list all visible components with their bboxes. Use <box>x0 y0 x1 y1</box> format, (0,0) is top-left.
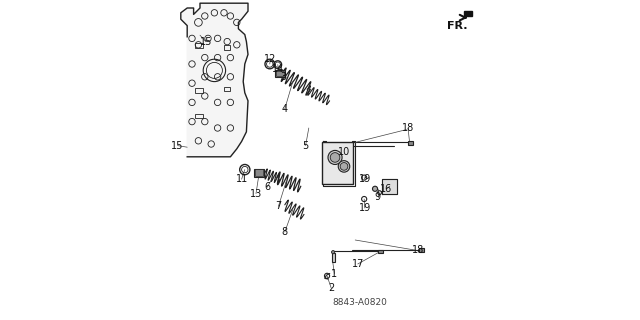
Text: 9: 9 <box>374 192 381 202</box>
Circle shape <box>330 153 340 162</box>
Text: 10: 10 <box>338 147 350 157</box>
Text: 2: 2 <box>328 283 334 293</box>
Bar <box>378 250 383 253</box>
Circle shape <box>340 163 348 170</box>
Text: 3: 3 <box>280 72 286 82</box>
Text: 6: 6 <box>264 182 270 192</box>
Text: 17: 17 <box>351 259 364 269</box>
Text: 16: 16 <box>380 184 393 194</box>
Circle shape <box>372 186 378 191</box>
Text: 12: 12 <box>264 54 276 64</box>
Text: 5: 5 <box>303 140 308 151</box>
Polygon shape <box>181 3 248 157</box>
Bar <box>323 142 353 184</box>
Bar <box>224 87 230 91</box>
Bar <box>254 169 264 177</box>
Bar <box>276 71 284 76</box>
Text: 13: 13 <box>250 188 262 199</box>
Bar <box>195 43 202 48</box>
Text: 15: 15 <box>172 140 184 151</box>
Text: 7: 7 <box>275 201 282 212</box>
Bar <box>195 114 202 118</box>
Text: 18: 18 <box>412 244 425 255</box>
Bar <box>255 169 264 176</box>
Text: FR.: FR. <box>447 20 468 31</box>
Bar <box>224 45 230 50</box>
Text: 1: 1 <box>332 268 337 279</box>
Text: 8: 8 <box>282 227 288 237</box>
Text: 18: 18 <box>402 123 414 133</box>
Text: 19: 19 <box>358 203 371 213</box>
Text: 14: 14 <box>272 64 285 74</box>
Text: 4: 4 <box>282 104 288 114</box>
Polygon shape <box>381 179 397 194</box>
Bar <box>195 88 202 93</box>
Text: 11: 11 <box>236 174 248 184</box>
Bar <box>408 141 413 145</box>
Circle shape <box>328 150 342 164</box>
Circle shape <box>339 161 349 172</box>
Bar <box>419 248 424 252</box>
Bar <box>332 253 335 262</box>
Polygon shape <box>464 11 472 16</box>
Text: 15: 15 <box>200 36 212 47</box>
Circle shape <box>332 251 335 254</box>
Text: 19: 19 <box>358 174 371 184</box>
Bar <box>275 70 285 77</box>
Text: 8843-A0820: 8843-A0820 <box>333 298 387 307</box>
